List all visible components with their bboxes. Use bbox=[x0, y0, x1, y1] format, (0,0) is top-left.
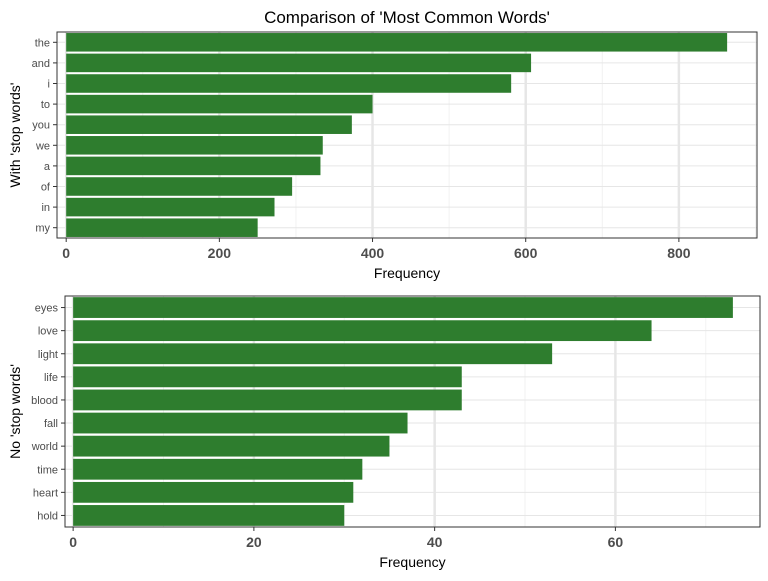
x-tick-label: 200 bbox=[208, 245, 232, 261]
y-tick-label: light bbox=[38, 349, 58, 361]
bar-world bbox=[73, 435, 390, 457]
x-tick-label: 0 bbox=[62, 245, 70, 261]
bar-and bbox=[66, 53, 532, 73]
bar-i bbox=[66, 74, 512, 93]
y-tick-label: my bbox=[35, 223, 50, 235]
bar-we bbox=[66, 136, 323, 155]
bar-love bbox=[73, 320, 652, 342]
panel-no-stop-words: eyes love light life blood fall world time heart… bbox=[7, 295, 761, 570]
y-tick-label: of bbox=[41, 182, 51, 194]
y-tick-label: life bbox=[44, 372, 58, 384]
bar-of bbox=[66, 177, 293, 196]
chart-title: Comparison of 'Most Common Words' bbox=[264, 8, 550, 27]
y-tick-label: we bbox=[35, 140, 50, 152]
y-tick-label: a bbox=[44, 161, 51, 173]
x-tick-label: 60 bbox=[608, 534, 624, 550]
panel-with-stop-words: the and i to you we a of in my 0 200 400 600 800 Freque… bbox=[7, 31, 758, 281]
y-tick-label: hold bbox=[37, 510, 58, 522]
bar-blood bbox=[73, 389, 462, 411]
bar-a bbox=[66, 156, 321, 176]
y-tick-label: blood bbox=[31, 395, 58, 407]
y-axis-title: With 'stop words' bbox=[7, 83, 23, 188]
y-tick-label: world bbox=[31, 441, 58, 453]
bar-eyes bbox=[73, 297, 733, 318]
x-tick-label: 20 bbox=[246, 534, 262, 550]
x-tick-label: 800 bbox=[667, 245, 691, 261]
bar-hold bbox=[73, 505, 345, 526]
y-tick-label: to bbox=[41, 99, 50, 111]
y-tick-label: love bbox=[38, 326, 58, 338]
panel-border bbox=[56, 31, 758, 239]
bar-you bbox=[66, 115, 352, 134]
x-tick-label: 40 bbox=[427, 534, 443, 550]
x-axis-title: Frequency bbox=[374, 265, 440, 281]
y-axis-title: No 'stop words' bbox=[7, 364, 23, 459]
bar-to bbox=[66, 94, 373, 114]
bar-light bbox=[73, 343, 553, 365]
panel-border bbox=[64, 295, 761, 528]
bar-fall bbox=[73, 412, 408, 434]
y-tick-label: heart bbox=[33, 487, 58, 499]
y-tick-label: fall bbox=[44, 418, 58, 430]
y-tick-label: and bbox=[32, 58, 50, 70]
x-axis-title: Frequency bbox=[379, 554, 445, 570]
y-tick-label: in bbox=[41, 202, 50, 214]
y-tick-label: time bbox=[37, 464, 58, 476]
bar-life bbox=[73, 366, 462, 388]
bar-in bbox=[66, 197, 275, 217]
y-tick-label: you bbox=[32, 120, 50, 132]
bar-the bbox=[66, 33, 728, 52]
y-tick-label: eyes bbox=[35, 303, 59, 315]
x-tick-label: 600 bbox=[514, 245, 538, 261]
y-tick-label: the bbox=[35, 37, 50, 49]
bar-my bbox=[66, 218, 258, 237]
bar-heart bbox=[73, 481, 354, 503]
x-tick-label: 0 bbox=[69, 534, 77, 550]
bar-time bbox=[73, 458, 363, 480]
y-tick-label: i bbox=[48, 79, 50, 91]
x-tick-label: 400 bbox=[361, 245, 385, 261]
